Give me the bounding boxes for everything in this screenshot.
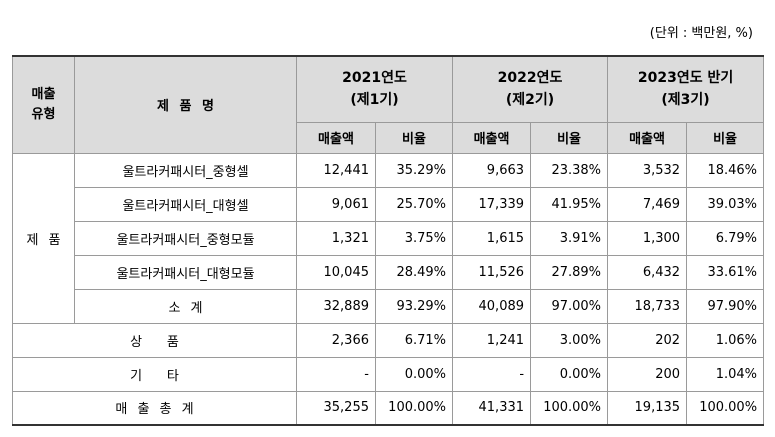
value-cell: 6.79%	[686, 220, 765, 256]
table-row: 울트라커패시터_중형모듈 1,321 3.75% 1,615 3.91% 1,3…	[13, 220, 765, 256]
product-name-cell: 울트라커패시터_중형모듈	[74, 220, 297, 256]
value-cell: -	[452, 356, 532, 392]
value-cell: 18.46%	[686, 152, 765, 188]
value-cell: 18,733	[607, 288, 688, 324]
value-cell: 28.49%	[374, 254, 454, 290]
merchandise-row: 상 품 2,366 6.71% 1,241 3.00% 202 1.06%	[12, 322, 765, 358]
value-cell: 39.03%	[686, 186, 765, 222]
year-label: 2023연도 반기	[637, 70, 734, 87]
year-label: 2021연도	[342, 70, 407, 87]
value-cell: 10,045	[296, 254, 376, 290]
term-label: (제3기)	[661, 92, 710, 109]
header-year-2022: 2022연도 (제2기)	[452, 55, 609, 123]
value-cell: 200	[607, 356, 688, 392]
value-cell: 1,615	[452, 220, 532, 256]
value-cell: 41.95%	[530, 186, 609, 222]
value-cell: 41,331	[452, 390, 532, 426]
value-cell: 1.04%	[686, 356, 765, 392]
header-revenue: 매출액	[452, 121, 532, 154]
value-cell: 3,532	[607, 152, 688, 188]
term-label: (제2기)	[505, 92, 555, 109]
value-cell: 23.38%	[530, 152, 609, 188]
value-cell: 93.29%	[374, 288, 454, 324]
value-cell: 35,255	[296, 390, 376, 426]
value-cell: 1,241	[452, 322, 532, 358]
value-cell: 202	[607, 322, 688, 358]
header-year-2023-half: 2023연도 반기 (제3기)	[607, 55, 765, 123]
header-ratio: 비율	[686, 121, 765, 154]
product-name-cell: 울트라커패시터_대형셀	[74, 186, 297, 222]
header-ratio: 비율	[374, 121, 454, 154]
value-cell: 25.70%	[374, 186, 454, 222]
value-cell: 100.00%	[530, 390, 609, 426]
value-cell: 2,366	[296, 322, 376, 358]
product-name-cell: 울트라커패시터_대형모듈	[74, 254, 297, 290]
value-cell: 1,321	[296, 220, 376, 256]
header-category-type: 매출 유형	[12, 55, 75, 154]
header-revenue: 매출액	[296, 121, 376, 154]
table-row: 제 품 울트라커패시터_중형셀 12,441 35.29% 9,663 23.3…	[12, 152, 765, 324]
value-cell: -	[296, 356, 376, 392]
header-product-name: 제 품 명	[74, 55, 297, 154]
value-cell: 40,089	[452, 288, 532, 324]
value-cell: 0.00%	[530, 356, 609, 392]
table-row: 울트라커패시터_대형모듈 10,045 28.49% 11,526 27.89%…	[13, 254, 765, 290]
value-cell: 33.61%	[686, 254, 765, 290]
header-year-2021: 2021연도 (제1기)	[295, 55, 454, 123]
product-group-label: 제 품	[12, 152, 75, 324]
value-cell: 3.75%	[374, 220, 454, 256]
year-label: 2022연도	[497, 70, 563, 87]
value-cell: 9,663	[452, 152, 532, 188]
unit-note: (단위 : 백만원, %)	[649, 26, 753, 41]
value-cell: 1.06%	[686, 322, 765, 358]
value-cell: 9,061	[296, 186, 376, 222]
table-row: 울트라커패시터_대형셀 9,061 25.70% 17,339 41.95% 7…	[13, 186, 765, 222]
value-cell: 7,469	[607, 186, 688, 222]
header-ratio: 비율	[530, 121, 609, 154]
value-cell: 1,300	[607, 220, 688, 256]
term-label: (제1기)	[350, 92, 399, 109]
header-revenue: 매출액	[607, 121, 688, 154]
value-cell: 3.91%	[530, 220, 609, 256]
value-cell: 17,339	[452, 186, 532, 222]
sales-by-product-table: 매출 유형 제 품 명 2021연도 (제1기) 2022연도 (제2기) 20…	[12, 55, 765, 426]
value-cell: 27.89%	[530, 254, 609, 290]
grand-total-row: 매 출 총 계 35,255 100.00% 41,331 100.00% 19…	[12, 390, 765, 426]
merchandise-label: 상 품	[12, 322, 297, 358]
subtotal-row: 소 계 32,889 93.29% 40,089 97.00% 18,733 9…	[13, 288, 765, 324]
value-cell: 35.29%	[374, 152, 454, 188]
value-cell: 97.00%	[530, 288, 609, 324]
product-name-cell: 울트라커패시터_중형셀	[74, 152, 297, 188]
value-cell: 32,889	[296, 288, 376, 324]
value-cell: 0.00%	[374, 356, 454, 392]
value-cell: 6.71%	[374, 322, 454, 358]
value-cell: 11,526	[452, 254, 532, 290]
value-cell: 12,441	[296, 152, 376, 188]
value-cell: 3.00%	[530, 322, 609, 358]
value-cell: 6,432	[607, 254, 688, 290]
value-cell: 100.00%	[686, 390, 765, 426]
value-cell: 19,135	[607, 390, 688, 426]
other-label: 기 타	[12, 356, 297, 392]
subtotal-label: 소 계	[74, 288, 297, 324]
grand-total-label: 매 출 총 계	[12, 390, 297, 426]
value-cell: 100.00%	[374, 390, 454, 426]
other-row: 기 타 - 0.00% - 0.00% 200 1.04%	[12, 356, 765, 392]
value-cell: 97.90%	[686, 288, 765, 324]
